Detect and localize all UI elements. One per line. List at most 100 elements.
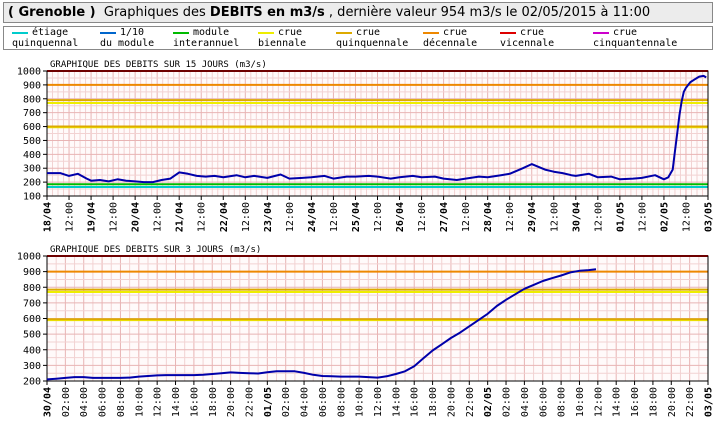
- legend-item-crue-cinquantennale: crue cinquantennale: [587, 27, 677, 50]
- x-tick-label: 12:00: [505, 202, 516, 232]
- x-tick-label: 12:00: [109, 202, 120, 232]
- x-tick-label: 12:00: [197, 202, 208, 232]
- x-tick-label: 20/04: [131, 202, 142, 232]
- legend-swatch: [336, 32, 352, 34]
- x-tick-label: 03/05: [704, 202, 715, 232]
- x-tick-label: 16:00: [189, 387, 200, 417]
- y-tick-label: 400: [23, 150, 41, 161]
- x-tick-label: 08:00: [116, 387, 127, 417]
- x-tick-label: 14:00: [171, 387, 182, 417]
- chart-title: GRAPHIQUE DES DEBITS SUR 15 JOURS (m3/s): [50, 60, 267, 70]
- x-tick-label: 04:00: [300, 387, 311, 417]
- legend-label-1: module: [193, 27, 230, 38]
- y-tick-label: 800: [23, 283, 41, 294]
- x-tick-label: 12:00: [153, 202, 164, 232]
- x-tick-label: 04:00: [520, 387, 531, 417]
- title-prefix: Graphiques des: [103, 5, 206, 20]
- x-tick-label: 12:00: [373, 387, 384, 417]
- x-tick-label: 16:00: [630, 387, 641, 417]
- x-tick-label: 02/05: [659, 202, 670, 232]
- title-strong: DEBITS en m3/s: [209, 5, 325, 20]
- x-tick-label: 01/05: [615, 202, 626, 232]
- legend-label-2: vicennale: [500, 38, 555, 49]
- legend-item-crue-biennale: crue biennale: [252, 28, 332, 50]
- x-tick-label: 19/04: [87, 202, 98, 232]
- x-tick-label: 12:00: [329, 202, 340, 232]
- x-tick-label: 27/04: [439, 202, 450, 232]
- x-tick-label: 26/04: [395, 202, 406, 232]
- y-tick-label: 500: [23, 330, 41, 341]
- chart-15-days: GRAPHIQUE DES DEBITS SUR 15 JOURS (m3/s)…: [17, 60, 715, 232]
- x-tick-label: 12:00: [593, 202, 604, 232]
- y-tick-label: 900: [23, 267, 41, 278]
- legend-swatch: [423, 32, 439, 34]
- y-tick-label: 800: [23, 94, 41, 105]
- y-tick-label: 200: [23, 377, 41, 388]
- x-tick-label: 22/04: [219, 202, 230, 232]
- legend-label-2: biennale: [258, 38, 307, 49]
- x-tick-label: 20:00: [226, 387, 237, 417]
- legend-label-2: interannuel: [173, 38, 240, 49]
- legend-item-module: module interannuel: [167, 28, 247, 50]
- chart-title: GRAPHIQUE DES DEBITS SUR 3 JOURS (m3/s): [50, 245, 261, 255]
- legend-label-1: crue: [278, 27, 303, 38]
- x-tick-label: 18/04: [43, 202, 54, 232]
- legend-swatch: [500, 32, 516, 34]
- legend-swatch: [100, 32, 116, 34]
- legend-item-crue-decennale: crue décennale: [417, 28, 497, 50]
- x-tick-label: 08:00: [336, 387, 347, 417]
- x-tick-label: 23/04: [263, 202, 274, 232]
- legend-swatch: [173, 32, 189, 34]
- x-tick-label: 02/05: [483, 387, 494, 417]
- x-tick-label: 03/05: [704, 387, 715, 417]
- y-tick-label: 300: [23, 361, 41, 372]
- y-tick-label: 900: [23, 80, 41, 91]
- legend-label-2: décennale: [423, 38, 478, 49]
- legend-label-1: crue: [443, 27, 468, 38]
- legend-label-2: du module: [100, 38, 155, 49]
- x-tick-label: 20:00: [446, 387, 457, 417]
- y-tick-label: 500: [23, 136, 41, 147]
- x-tick-label: 22:00: [244, 387, 255, 417]
- x-tick-label: 06:00: [98, 387, 109, 417]
- x-tick-label: 12:00: [417, 202, 428, 232]
- x-tick-label: 04:00: [79, 387, 90, 417]
- y-tick-label: 1000: [17, 252, 41, 263]
- legend: étiage quinquennal 1/10 du module module in…: [3, 26, 713, 50]
- x-tick-label: 29/04: [527, 202, 538, 232]
- x-tick-label: 30/04: [43, 387, 54, 417]
- legend-label-2: quinquennale: [336, 38, 409, 49]
- x-tick-label: 12:00: [285, 202, 296, 232]
- x-tick-label: 12:00: [153, 387, 164, 417]
- x-tick-label: 08:00: [557, 387, 568, 417]
- title-suffix: , dernière valeur 954 m3/s le 02/05/2015…: [328, 5, 651, 20]
- legend-item-crue-vicennale: crue vicennale: [494, 28, 574, 50]
- x-tick-label: 12:00: [373, 202, 384, 232]
- x-tick-label: 30/04: [571, 202, 582, 232]
- x-tick-label: 12:00: [241, 202, 252, 232]
- x-tick-label: 12:00: [461, 202, 472, 232]
- x-tick-label: 06:00: [318, 387, 329, 417]
- x-tick-label: 12:00: [549, 202, 560, 232]
- chart-3-days: GRAPHIQUE DES DEBITS SUR 3 JOURS (m3/s) 2…: [17, 245, 715, 417]
- x-tick-label: 02:00: [61, 387, 72, 417]
- x-tick-label: 14:00: [391, 387, 402, 417]
- x-tick-label: 12:00: [637, 202, 648, 232]
- legend-swatch: [12, 32, 28, 34]
- x-tick-label: 18:00: [428, 387, 439, 417]
- legend-label-1: étiage: [32, 27, 69, 38]
- y-tick-label: 100: [23, 192, 41, 203]
- x-tick-label: 20:00: [667, 387, 678, 417]
- legend-swatch: [258, 32, 274, 34]
- legend-label-1: crue: [613, 27, 638, 38]
- x-tick-label: 14:00: [612, 387, 623, 417]
- x-tick-label: 18:00: [648, 387, 659, 417]
- x-tick-label: 18:00: [208, 387, 219, 417]
- x-tick-label: 28/04: [483, 202, 494, 232]
- x-tick-label: 22:00: [685, 387, 696, 417]
- station-name: ( Grenoble ): [8, 5, 96, 20]
- y-tick-label: 700: [23, 298, 41, 309]
- x-tick-label: 10:00: [575, 387, 586, 417]
- legend-label-2: quinquennal: [12, 38, 79, 49]
